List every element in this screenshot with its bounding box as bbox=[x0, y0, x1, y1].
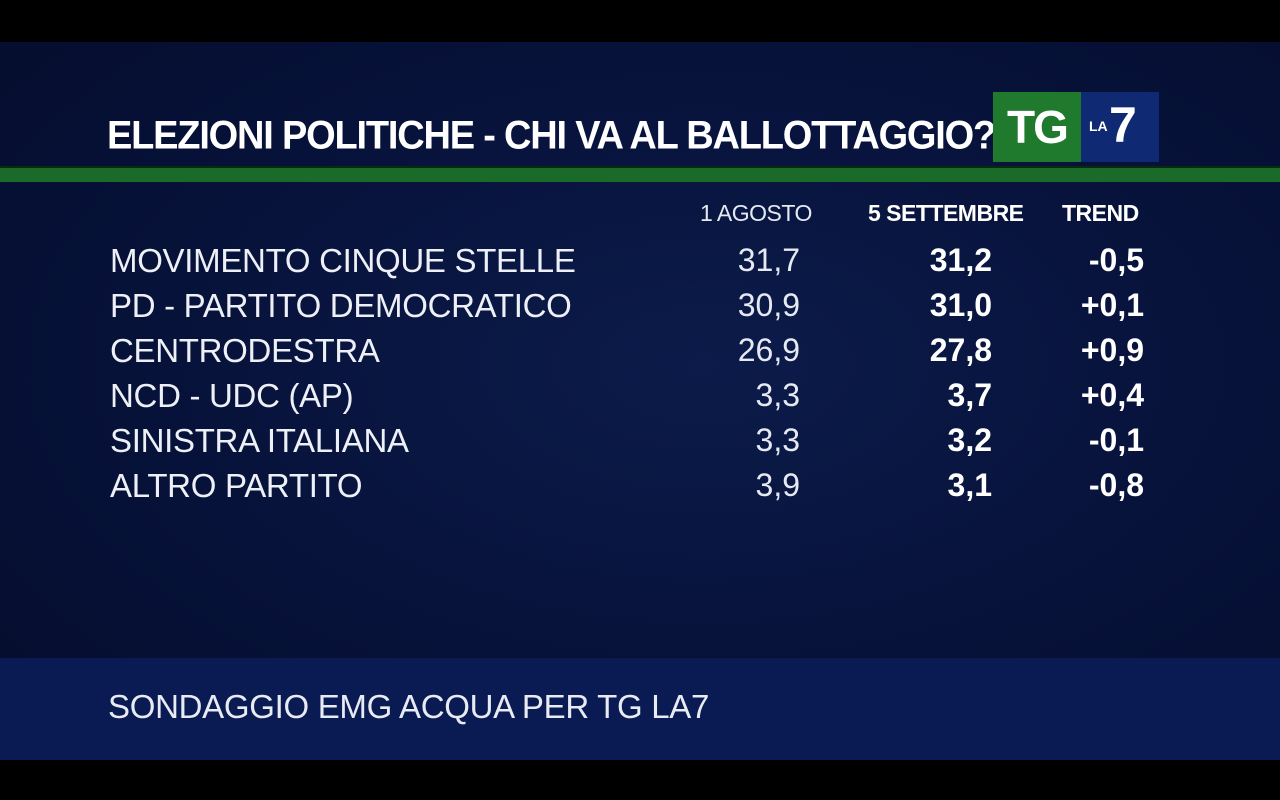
table-row: CENTRODESTRA 26,9 27,8 +0,9 bbox=[0, 332, 1280, 376]
value-1-agosto: 30,9 bbox=[737, 287, 800, 323]
title-divider bbox=[0, 166, 1280, 182]
value-trend: -0,8 bbox=[1088, 467, 1144, 503]
column-header-1-agosto: 1 AGOSTO bbox=[700, 200, 812, 226]
table-row: MOVIMENTO CINQUE STELLE 31,7 31,2 -0,5 bbox=[0, 242, 1280, 286]
party-label: NCD - UDC (AP) bbox=[110, 377, 354, 414]
value-1-agosto: 31,7 bbox=[737, 242, 800, 278]
value-1-agosto: 26,9 bbox=[737, 332, 800, 368]
table-row: SINISTRA ITALIANA 3,3 3,2 -0,1 bbox=[0, 422, 1280, 466]
party-label: CENTRODESTRA bbox=[110, 332, 380, 369]
value-trend: +0,1 bbox=[1080, 287, 1144, 323]
value-trend: -0,1 bbox=[1088, 422, 1144, 458]
value-5-settembre: 31,0 bbox=[929, 287, 992, 323]
value-trend: +0,9 bbox=[1080, 332, 1144, 368]
logo-tg: TG bbox=[993, 92, 1081, 162]
page-title: ELEZIONI POLITICHE - CHI VA AL BALLOTTAG… bbox=[107, 114, 996, 159]
source-bar bbox=[0, 658, 1280, 760]
tg-la7-logo: TG LA 7 bbox=[993, 92, 1159, 162]
value-5-settembre: 3,7 bbox=[947, 377, 992, 413]
logo-la: LA bbox=[1089, 118, 1108, 134]
source-text: SONDAGGIO EMG ACQUA PER TG LA7 bbox=[108, 688, 710, 725]
party-label: PD - PARTITO DEMOCRATICO bbox=[110, 287, 572, 324]
value-1-agosto: 3,3 bbox=[755, 422, 800, 458]
value-trend: -0,5 bbox=[1088, 242, 1144, 278]
value-5-settembre: 3,2 bbox=[947, 422, 992, 458]
party-label: SINISTRA ITALIANA bbox=[110, 422, 409, 459]
party-label: ALTRO PARTITO bbox=[110, 467, 363, 504]
table-row: PD - PARTITO DEMOCRATICO 30,9 31,0 +0,1 bbox=[0, 287, 1280, 331]
column-header-5-settembre: 5 SETTEMBRE bbox=[868, 200, 1024, 226]
broadcast-screen: ELEZIONI POLITICHE - CHI VA AL BALLOTTAG… bbox=[0, 42, 1280, 760]
value-1-agosto: 3,3 bbox=[755, 377, 800, 413]
party-label: MOVIMENTO CINQUE STELLE bbox=[110, 242, 576, 279]
table-row: NCD - UDC (AP) 3,3 3,7 +0,4 bbox=[0, 377, 1280, 421]
value-5-settembre: 31,2 bbox=[929, 242, 992, 278]
value-5-settembre: 27,8 bbox=[929, 332, 992, 368]
value-trend: +0,4 bbox=[1080, 377, 1144, 413]
column-header-trend: TREND bbox=[1062, 200, 1139, 226]
value-1-agosto: 3,9 bbox=[755, 467, 800, 503]
value-5-settembre: 3,1 bbox=[947, 467, 992, 503]
logo-la7: LA 7 bbox=[1081, 92, 1159, 162]
logo-seven: 7 bbox=[1109, 97, 1137, 153]
table-row: ALTRO PARTITO 3,9 3,1 -0,8 bbox=[0, 467, 1280, 511]
